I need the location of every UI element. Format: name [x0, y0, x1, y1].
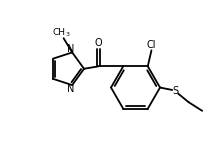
Text: 3: 3: [66, 32, 70, 37]
Text: N: N: [67, 44, 74, 54]
Text: Cl: Cl: [147, 40, 156, 50]
Text: N: N: [67, 84, 75, 95]
Text: CH: CH: [53, 28, 66, 37]
Text: O: O: [95, 38, 103, 48]
Text: S: S: [172, 86, 178, 96]
